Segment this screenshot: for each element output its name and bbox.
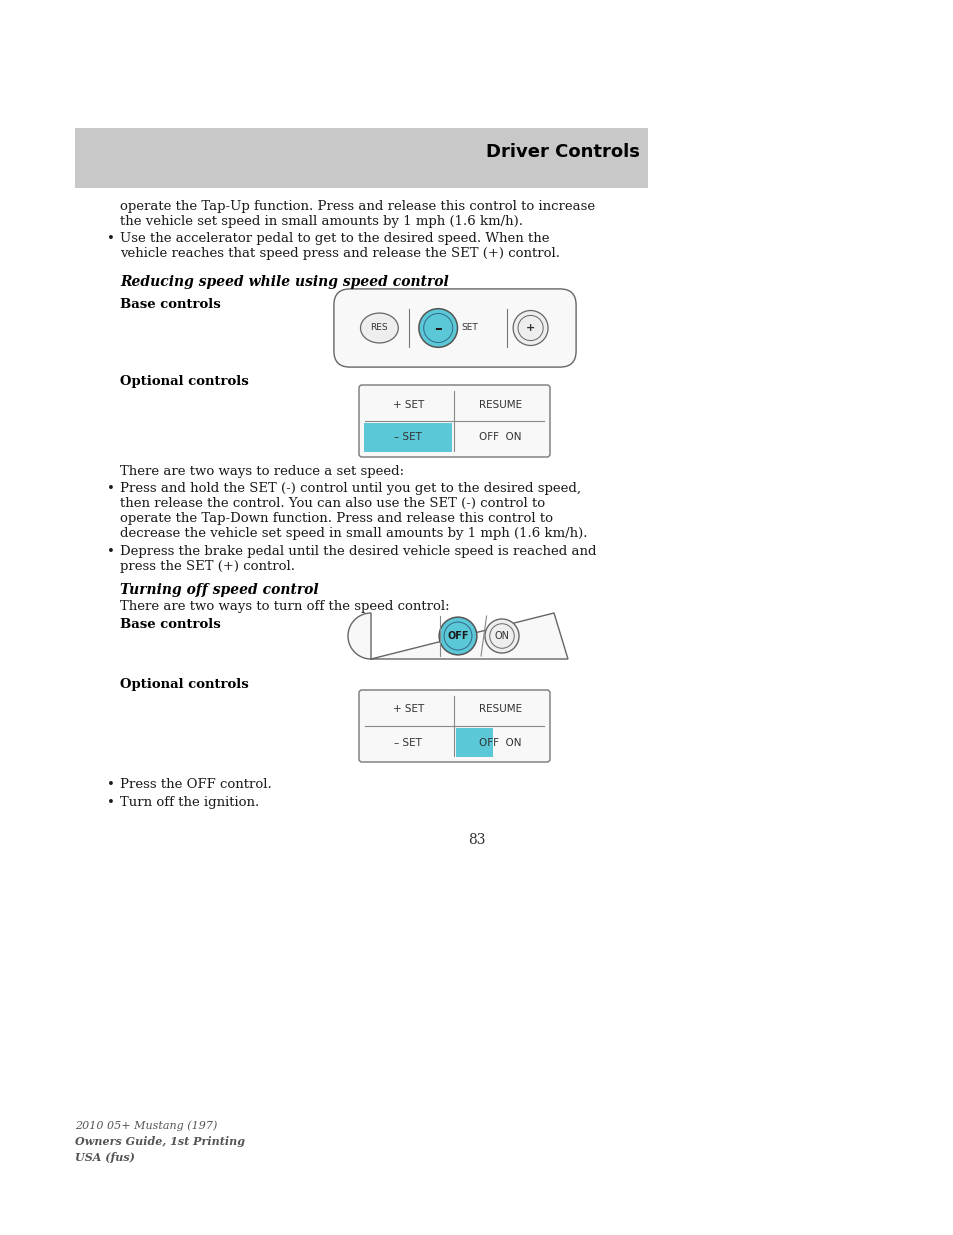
Circle shape: [438, 618, 476, 655]
Ellipse shape: [360, 312, 398, 343]
Text: RESUME: RESUME: [478, 704, 521, 715]
Text: There are two ways to reduce a set speed:: There are two ways to reduce a set speed…: [120, 466, 404, 478]
Text: Turn off the ignition.: Turn off the ignition.: [120, 797, 259, 809]
Text: Use the accelerator pedal to get to the desired speed. When the: Use the accelerator pedal to get to the …: [120, 232, 549, 245]
FancyBboxPatch shape: [358, 690, 550, 762]
Text: Optional controls: Optional controls: [120, 375, 249, 388]
Text: 83: 83: [468, 832, 485, 847]
FancyBboxPatch shape: [364, 424, 452, 452]
Text: Press and hold the SET (-) control until you get to the desired speed,: Press and hold the SET (-) control until…: [120, 482, 580, 495]
Text: press the SET (+) control.: press the SET (+) control.: [120, 559, 294, 573]
Text: Owners Guide, 1st Printing: Owners Guide, 1st Printing: [75, 1136, 245, 1147]
Text: •: •: [107, 545, 114, 558]
Text: vehicle reaches that speed press and release the SET (+) control.: vehicle reaches that speed press and rel…: [120, 247, 559, 261]
Text: •: •: [107, 232, 114, 245]
Text: Depress the brake pedal until the desired vehicle speed is reached and: Depress the brake pedal until the desire…: [120, 545, 596, 558]
Circle shape: [484, 619, 518, 653]
Text: operate the Tap-Down function. Press and release this control to: operate the Tap-Down function. Press and…: [120, 513, 553, 525]
Polygon shape: [75, 128, 647, 188]
Text: operate the Tap-Up function. Press and release this control to increase: operate the Tap-Up function. Press and r…: [120, 200, 595, 212]
Text: Turning off speed control: Turning off speed control: [120, 583, 318, 597]
Text: SET: SET: [461, 324, 477, 332]
Text: – SET: – SET: [394, 432, 422, 442]
Text: 2010 05+ Mustang (197): 2010 05+ Mustang (197): [75, 1120, 217, 1130]
Text: decrease the vehicle set speed in small amounts by 1 mph (1.6 km/h).: decrease the vehicle set speed in small …: [120, 527, 587, 540]
Text: + SET: + SET: [393, 704, 423, 715]
Text: OFF: OFF: [447, 631, 468, 641]
FancyBboxPatch shape: [358, 385, 550, 457]
Text: Driver Controls: Driver Controls: [486, 143, 639, 161]
Text: Optional controls: Optional controls: [120, 678, 249, 692]
FancyBboxPatch shape: [456, 727, 493, 757]
FancyBboxPatch shape: [334, 289, 576, 367]
Text: OFF  ON: OFF ON: [479, 432, 521, 442]
Text: USA (fus): USA (fus): [75, 1152, 134, 1163]
Text: Reducing speed while using speed control: Reducing speed while using speed control: [120, 275, 448, 289]
Text: •: •: [107, 482, 114, 495]
Text: •: •: [107, 797, 114, 809]
Text: There are two ways to turn off the speed control:: There are two ways to turn off the speed…: [120, 600, 449, 613]
Circle shape: [513, 310, 548, 346]
Text: –: –: [434, 321, 441, 336]
Text: +: +: [525, 324, 535, 333]
Text: Base controls: Base controls: [120, 618, 220, 631]
Text: + SET: + SET: [393, 399, 423, 410]
Text: then release the control. You can also use the SET (-) control to: then release the control. You can also u…: [120, 496, 544, 510]
Text: OFF  ON: OFF ON: [479, 737, 521, 747]
Text: ON: ON: [494, 631, 509, 641]
Text: RES: RES: [370, 324, 388, 332]
PathPatch shape: [348, 613, 567, 659]
Text: •: •: [107, 778, 114, 790]
Text: Press the OFF control.: Press the OFF control.: [120, 778, 272, 790]
Text: RESUME: RESUME: [478, 399, 521, 410]
Circle shape: [418, 309, 457, 347]
Text: – SET: – SET: [394, 737, 422, 747]
Text: Base controls: Base controls: [120, 298, 220, 311]
Text: the vehicle set speed in small amounts by 1 mph (1.6 km/h).: the vehicle set speed in small amounts b…: [120, 215, 522, 228]
